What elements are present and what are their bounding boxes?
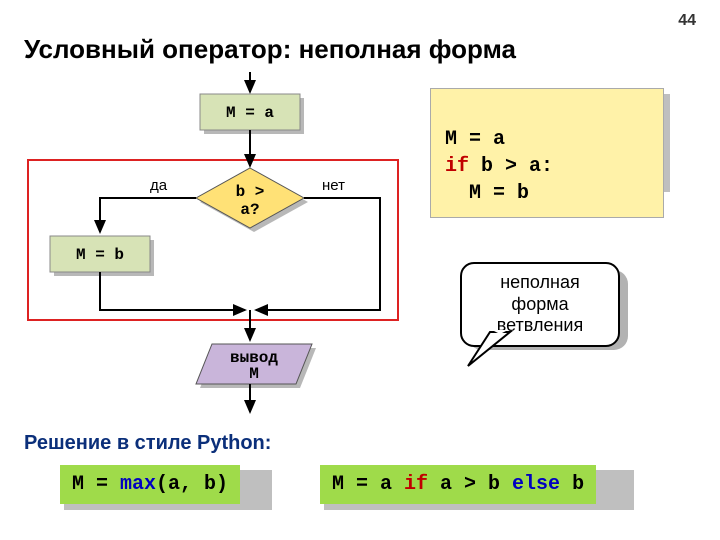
node-condition-label-1: b > [236,183,265,201]
code-line-2-rest: b > a: [469,155,553,178]
node-output-label-2: M [249,365,259,383]
py2-if: if [404,473,428,496]
edge-label-no: нет [322,177,345,194]
py1-post: (a, b) [156,473,228,496]
callout-tail [460,330,520,370]
python-box-1: M = max(a, b) [60,465,240,504]
node-assign-b-label: M = b [76,246,124,264]
callout-line-1: неполная [476,272,604,294]
py2-mid: a > b [428,473,512,496]
py1-fn: max [120,473,156,496]
page-number: 44 [678,12,696,30]
page-title: Условный оператор: неполная форма [24,34,516,65]
node-condition-label-2: a? [240,201,259,219]
code-block: M = a if b > a: M = b [430,88,664,218]
code-line-3: M = b [445,182,529,205]
node-assign-a-label: M = a [226,104,274,122]
py2-else: else [512,473,560,496]
py1-pre: M = [72,473,120,496]
callout-line-2: форма [476,294,604,316]
code-keyword-if: if [445,155,469,178]
flowchart: M = a b > a? да M = b нет вывод M [20,72,420,432]
py2-pre: M = a [332,473,404,496]
subtitle: Решение в стиле Python: [24,432,271,455]
edge-label-yes: да [150,177,168,194]
python-box-2: M = a if a > b else b [320,465,596,504]
code-line-1: M = a [445,128,505,151]
py2-post: b [560,473,584,496]
